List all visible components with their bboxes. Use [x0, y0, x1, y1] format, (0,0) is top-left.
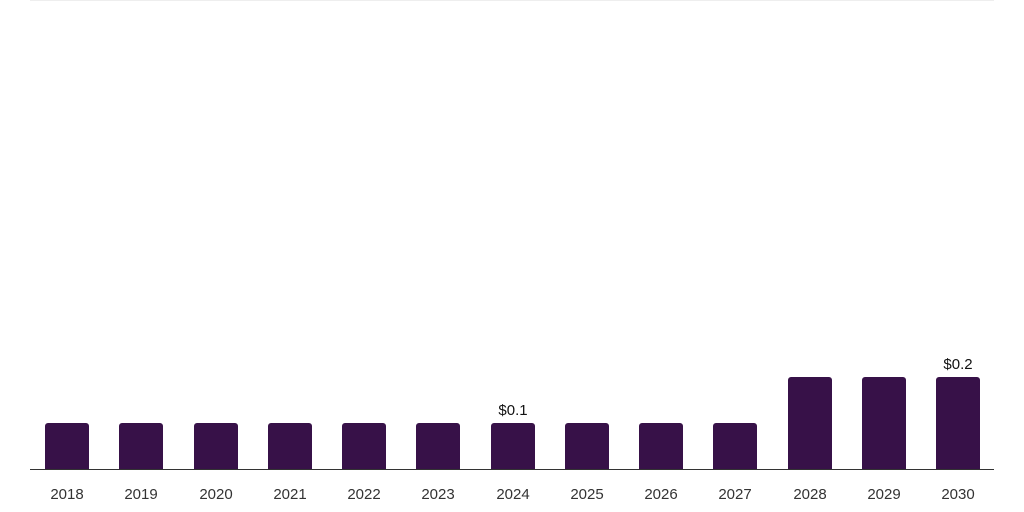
bar-2023 [416, 423, 460, 469]
bar-2021 [268, 423, 312, 469]
x-tick-label: 2026 [644, 486, 678, 503]
x-tick-label: 2019 [124, 486, 158, 503]
bar-2029 [862, 377, 906, 469]
bar-2019 [119, 423, 163, 469]
x-tick-label: 2023 [421, 486, 455, 503]
x-tick-label: 2021 [273, 486, 307, 503]
x-tick-label: 2029 [867, 486, 901, 503]
x-tick-label: 2025 [570, 486, 604, 503]
bar-2020 [194, 423, 238, 469]
x-tick-label: 2024 [496, 486, 530, 503]
bar-2025 [565, 423, 609, 469]
bar-2018 [45, 423, 89, 469]
bar-2028 [788, 377, 832, 469]
x-tick-label: 2028 [793, 486, 827, 503]
bar-2026 [639, 423, 683, 469]
x-tick-label: 2022 [347, 486, 381, 503]
x-tick-label: 2030 [941, 486, 975, 503]
x-tick-label: 2027 [718, 486, 752, 503]
x-tick-label: 2020 [199, 486, 233, 503]
bar-2027 [713, 423, 757, 469]
bar-2024 [491, 423, 535, 469]
bar-2030 [936, 377, 980, 469]
bar-2022 [342, 423, 386, 469]
chart-top-border [30, 0, 994, 1]
x-axis-line [30, 469, 994, 470]
data-label: $0.2 [943, 356, 973, 373]
x-tick-label: 2018 [50, 486, 84, 503]
data-label: $0.1 [498, 402, 528, 419]
